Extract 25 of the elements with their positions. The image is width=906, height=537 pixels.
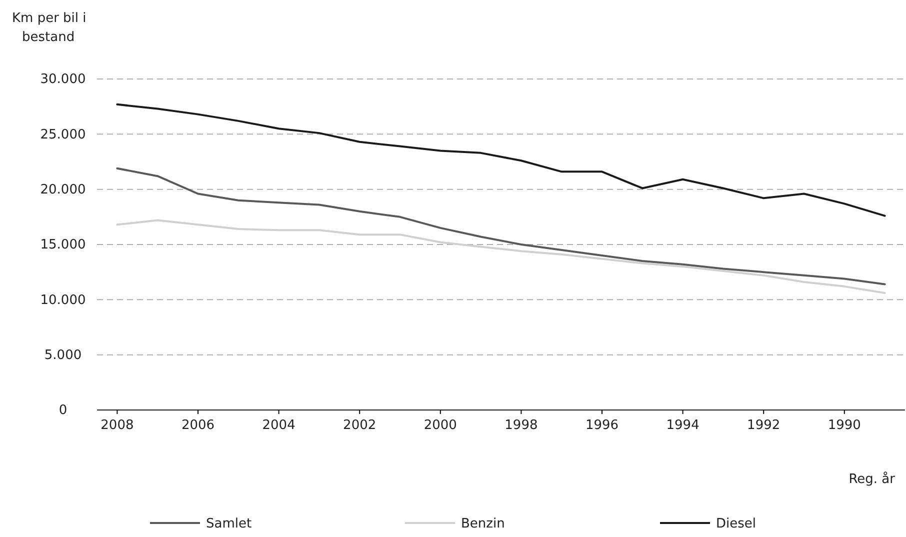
x-axis-title: Reg. år [848, 471, 896, 487]
legend-label: Samlet [206, 516, 252, 532]
y-axis-title: Km per bil i bestand [12, 11, 86, 45]
line-series [116, 167, 886, 286]
line-series [116, 219, 886, 294]
x-tick-label: 2002 [343, 418, 376, 434]
y-tick-label: 10.000 [40, 292, 86, 308]
x-tick-label: 2004 [262, 418, 296, 434]
y-tick-label: 30.000 [40, 72, 86, 88]
x-tick-label: 2006 [181, 418, 215, 434]
y-tick-label: 15.000 [40, 238, 86, 253]
y-tick-label: 5.000 [44, 348, 82, 363]
y-tick-label: 25.000 [40, 127, 86, 142]
x-tick-label: 1998 [504, 418, 538, 434]
x-tick-label: 2008 [100, 418, 134, 434]
x-tick-label: 1994 [666, 418, 700, 434]
x-tick-label: 1996 [585, 418, 619, 434]
legend-label: Benzin [461, 516, 505, 532]
x-tick-label: 1990 [828, 418, 861, 434]
x-tick-label: 2000 [424, 418, 457, 434]
x-tick-label: 1992 [747, 418, 780, 434]
legend-label: Diesel [716, 516, 756, 532]
line-series [116, 103, 886, 217]
y-tick-label: 0 [58, 403, 68, 418]
y-tick-label: 20.000 [40, 182, 86, 198]
